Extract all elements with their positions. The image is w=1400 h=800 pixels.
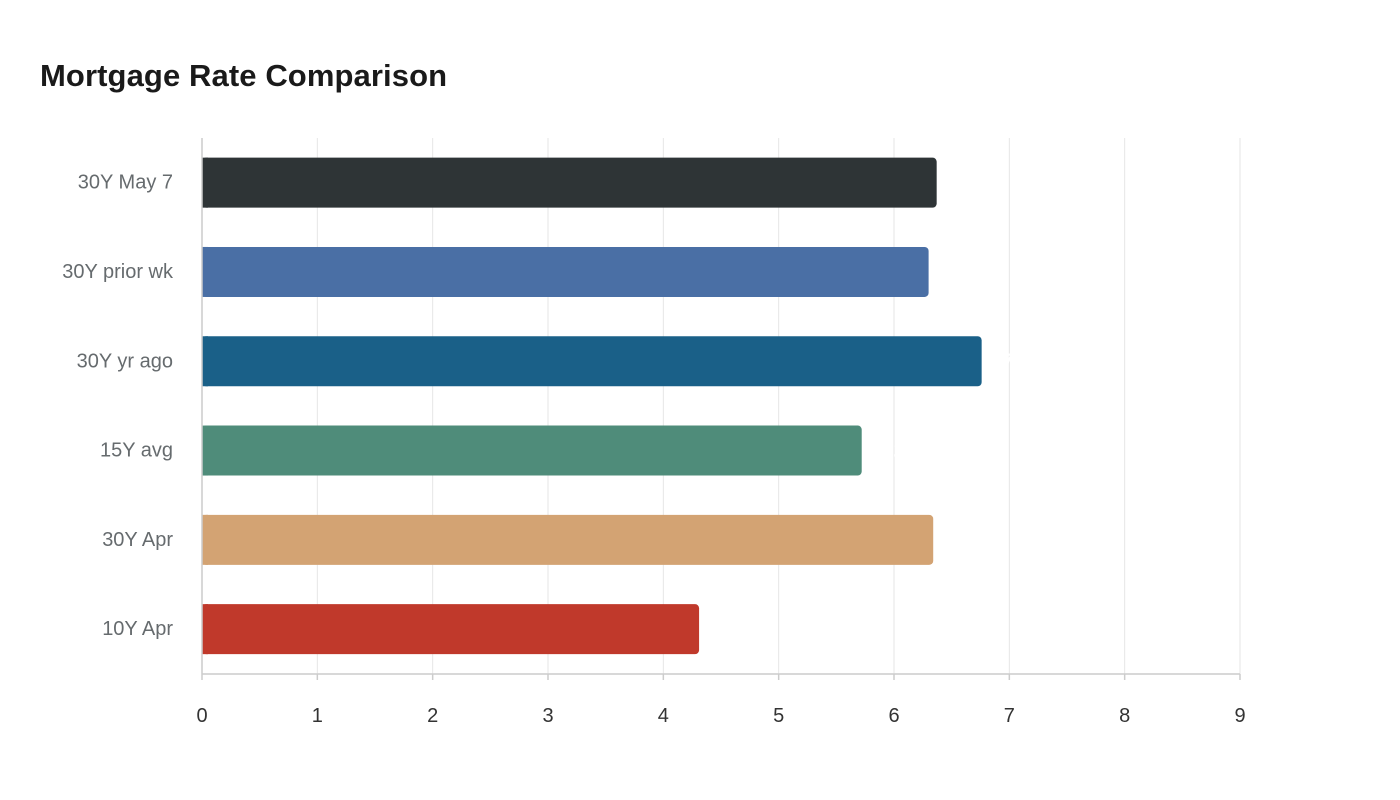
x-tick-label: 1 <box>312 705 323 727</box>
x-tick-label: 9 <box>1234 705 1245 727</box>
bar <box>202 604 700 655</box>
data-label: 4.31 <box>703 618 742 640</box>
data-label: 6.34 <box>937 529 977 551</box>
bar-base <box>202 604 208 655</box>
x-tick-label: 7 <box>1004 705 1015 727</box>
x-tick-label: 3 <box>542 705 553 727</box>
x-tick-label: 2 <box>427 705 438 727</box>
data-label: 6.30 <box>933 261 972 283</box>
bar <box>202 157 937 208</box>
bar <box>202 246 929 297</box>
category-label: 10Y Apr <box>102 618 173 640</box>
chart-title: Mortgage Rate Comparison <box>40 58 448 93</box>
x-tick-label: 8 <box>1119 705 1130 727</box>
data-label: 6.37 <box>941 172 980 194</box>
category-label: 30Y yr ago <box>77 350 173 372</box>
bar-base <box>202 157 208 208</box>
bar <box>202 336 982 387</box>
bar-base <box>202 246 208 297</box>
bar-base <box>202 336 208 387</box>
bar-base <box>202 425 208 476</box>
data-label: 5.72 <box>866 440 905 462</box>
category-label: 30Y May 7 <box>78 172 173 194</box>
x-tick-label: 5 <box>773 705 784 727</box>
x-tick-label: 4 <box>658 705 669 727</box>
x-tick-label: 0 <box>196 705 207 727</box>
category-label: 15Y avg <box>100 440 173 462</box>
category-label: 30Y prior wk <box>62 261 174 283</box>
bar-base <box>202 514 208 565</box>
x-tick-label: 6 <box>888 705 899 727</box>
data-label: 6.76 <box>986 350 1025 372</box>
bar <box>202 425 862 476</box>
category-label: 30Y Apr <box>102 529 173 551</box>
bar <box>202 514 934 565</box>
